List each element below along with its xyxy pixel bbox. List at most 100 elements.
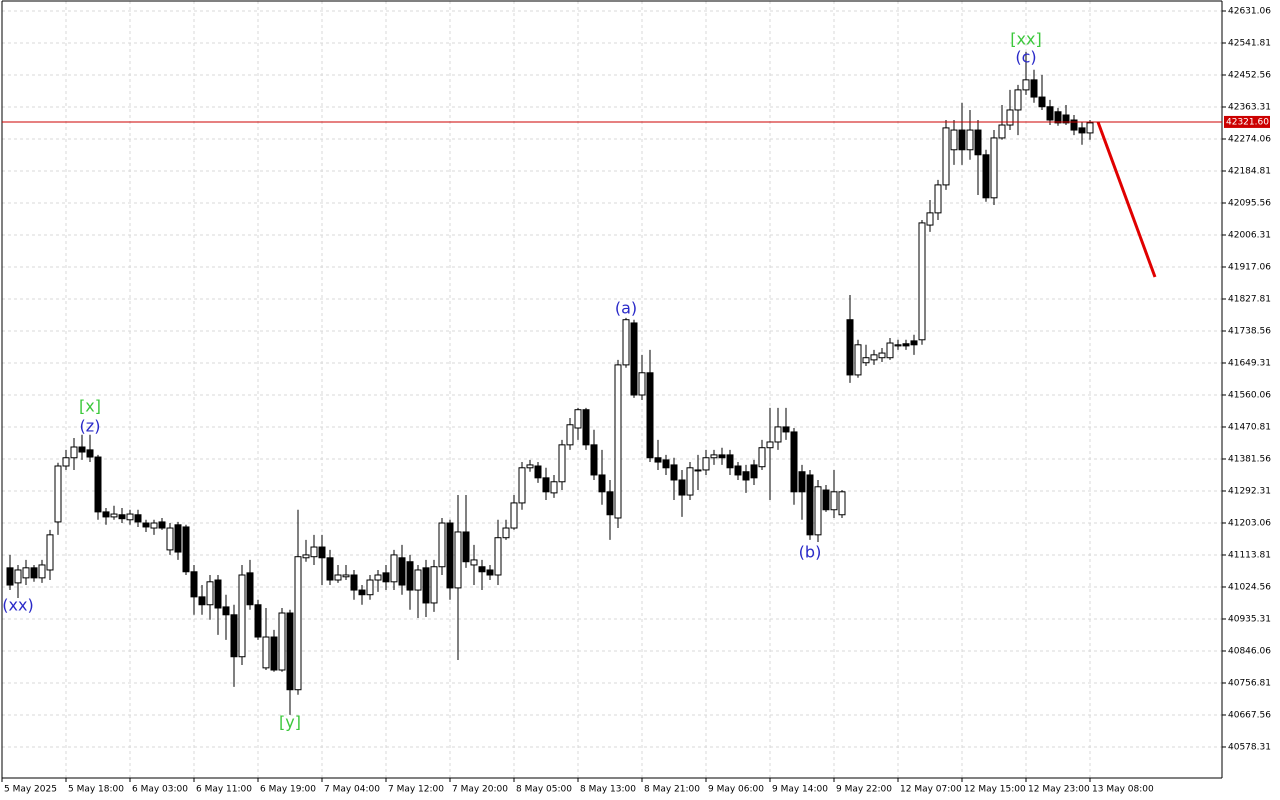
wave-label: (c) xyxy=(1015,48,1036,67)
candle-body xyxy=(686,467,694,496)
x-tick-label: 9 May 14:00 xyxy=(772,785,828,795)
candle-body xyxy=(726,454,734,469)
x-tick-label: 9 May 06:00 xyxy=(708,785,764,795)
candle-body xyxy=(382,572,390,583)
x-tick-label: 13 May 08:00 xyxy=(1092,785,1154,795)
x-tick-label: 6 May 11:00 xyxy=(196,785,252,795)
candle-body xyxy=(614,364,622,519)
y-tick-label: 41917.06 xyxy=(1228,262,1271,272)
candle-body xyxy=(1070,119,1078,131)
candle-body xyxy=(118,514,126,520)
candle-body xyxy=(870,354,878,361)
wave-label: (a) xyxy=(615,299,637,318)
candle-body xyxy=(854,344,862,376)
y-tick-label: 42363.31 xyxy=(1228,102,1271,112)
candle-body xyxy=(814,486,822,536)
candle-body xyxy=(606,491,614,516)
y-tick-label: 40667.56 xyxy=(1228,710,1271,720)
candle-body xyxy=(278,612,286,671)
candle-body xyxy=(14,569,22,584)
candle-body xyxy=(830,491,838,511)
candle-body xyxy=(158,521,166,529)
candle-body xyxy=(566,424,574,446)
candle-body xyxy=(22,567,30,579)
candle-body xyxy=(1014,89,1022,111)
candle-body xyxy=(238,574,246,658)
candle-body xyxy=(902,343,910,347)
candles xyxy=(6,51,1094,715)
candle-body xyxy=(1062,114,1070,124)
wave-label: (z) xyxy=(80,417,101,436)
y-tick-label: 42095.56 xyxy=(1228,198,1271,208)
candle-body xyxy=(102,511,110,518)
candle-body xyxy=(230,614,238,658)
y-tick-label: 42184.81 xyxy=(1228,166,1271,176)
candle-body xyxy=(478,566,486,573)
x-tick-label: 7 May 20:00 xyxy=(452,785,508,795)
candle-body xyxy=(334,574,342,581)
x-tick-label: 5 May 18:00 xyxy=(68,785,124,795)
candle-body xyxy=(678,479,686,496)
candle-body xyxy=(86,449,94,458)
candle-body xyxy=(286,612,294,691)
candle-body xyxy=(750,464,758,479)
candle-body xyxy=(542,477,550,493)
candle-body xyxy=(798,471,806,493)
candle-body xyxy=(790,431,798,493)
wave-label: [x] xyxy=(79,397,101,416)
candle-body xyxy=(702,457,710,471)
candle-body xyxy=(166,527,174,551)
y-tick-label: 42541.81 xyxy=(1228,38,1271,48)
forecast-arrow xyxy=(1096,121,1157,278)
x-tick-label: 7 May 04:00 xyxy=(324,785,380,795)
candle-body xyxy=(590,444,598,476)
y-tick-label: 41738.56 xyxy=(1228,326,1271,336)
candle-body xyxy=(742,471,750,481)
candle-body xyxy=(1022,79,1030,91)
y-tick-label: 41560.06 xyxy=(1228,390,1271,400)
y-tick-label: 42452.56 xyxy=(1228,70,1271,80)
y-tick-label: 41649.31 xyxy=(1228,358,1271,368)
candle-body xyxy=(622,319,630,366)
candle-body xyxy=(1006,109,1014,126)
candle-body xyxy=(990,137,998,199)
x-tick-label: 6 May 19:00 xyxy=(260,785,316,795)
candle-body xyxy=(598,474,606,493)
candle-body xyxy=(582,409,590,446)
candle-body xyxy=(502,527,510,539)
candle-body xyxy=(150,522,158,529)
x-tick-label: 5 May 2025 xyxy=(4,785,57,795)
candle-body xyxy=(318,546,326,559)
candle-body xyxy=(534,465,542,479)
candle-body xyxy=(758,447,766,468)
candle-body xyxy=(942,127,950,186)
wave-label: (b) xyxy=(799,543,822,562)
labels: 40578.31 40667.56 40756.81 40846.06 40935.31… xyxy=(1,6,1271,795)
candle-body xyxy=(846,319,854,376)
y-tick-label: 42274.06 xyxy=(1228,134,1271,144)
candle-body xyxy=(958,129,966,151)
candle-body xyxy=(462,531,470,563)
x-tick-label: 6 May 03:00 xyxy=(132,785,188,795)
candle-body xyxy=(38,564,46,579)
candle-body xyxy=(422,567,430,604)
x-tick-label: 12 May 07:00 xyxy=(900,785,962,795)
candle-body xyxy=(134,514,142,523)
candle-body xyxy=(998,124,1006,139)
candle-body xyxy=(182,526,190,573)
price-label: 42321.60 xyxy=(1226,117,1269,127)
y-tick-label: 41203.06 xyxy=(1228,518,1271,528)
candle-body xyxy=(342,574,350,578)
candle-body xyxy=(654,457,662,463)
candle-body xyxy=(310,546,318,558)
candle-body xyxy=(446,522,454,589)
candle-body xyxy=(878,352,886,359)
y-tick-label: 40935.31 xyxy=(1228,614,1271,624)
y-tick-label: 42631.06 xyxy=(1228,6,1271,16)
wave-label: (xx) xyxy=(2,596,33,615)
candle-body xyxy=(246,572,254,606)
candle-body xyxy=(782,426,790,433)
candle-body xyxy=(142,522,150,528)
